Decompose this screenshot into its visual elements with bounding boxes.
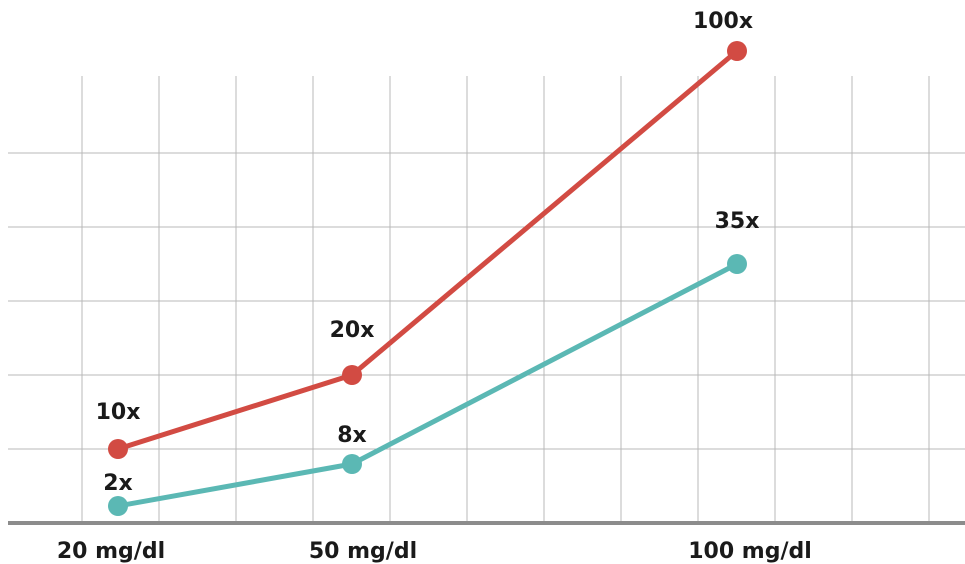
- series-2: 2x 8x 35x: [103, 209, 759, 516]
- data-label: 8x: [337, 423, 367, 448]
- series-1: 10x 20x 100x: [96, 9, 753, 459]
- series-line: [115, 48, 740, 452]
- x-tick-label: 100 mg/dl: [688, 539, 812, 564]
- data-point: [342, 454, 362, 474]
- data-point: [108, 439, 128, 459]
- series-layer: 10x 20x 100x 2x 8x 35x: [96, 9, 759, 516]
- series-line: [115, 261, 740, 509]
- x-tick-labels: 20 mg/dl 50 mg/dl 100 mg/dl: [57, 539, 812, 564]
- data-label: 100x: [693, 9, 753, 34]
- chart-grid: [8, 76, 965, 521]
- data-point: [727, 41, 747, 61]
- data-label: 2x: [103, 471, 133, 496]
- data-point: [342, 365, 362, 385]
- data-label: 35x: [715, 209, 760, 234]
- data-point: [727, 254, 747, 274]
- x-tick-label: 20 mg/dl: [57, 539, 165, 564]
- data-point: [108, 496, 128, 516]
- x-tick-label: 50 mg/dl: [309, 539, 417, 564]
- data-label: 10x: [96, 400, 141, 425]
- data-label: 20x: [330, 318, 375, 343]
